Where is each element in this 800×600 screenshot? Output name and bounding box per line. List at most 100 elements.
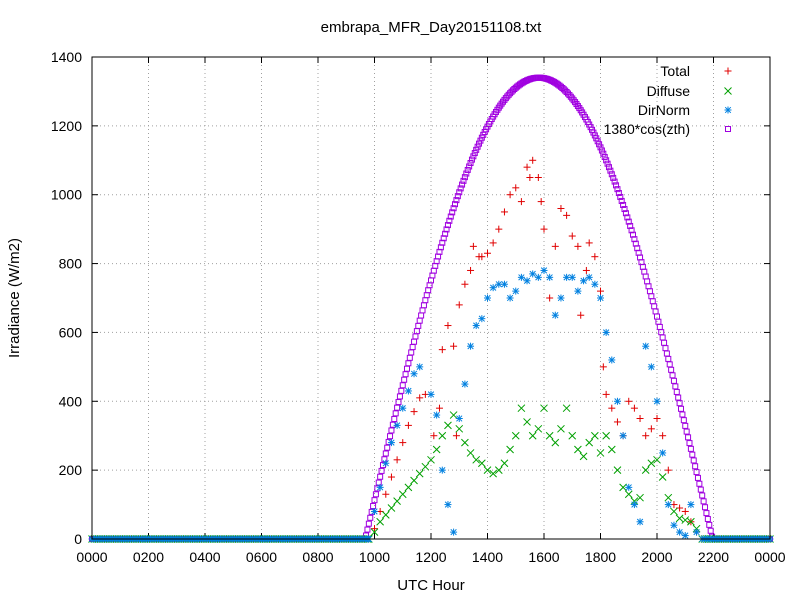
- plus-point: [506, 191, 514, 199]
- star-point: [455, 415, 463, 422]
- star-point: [619, 432, 627, 440]
- cross-point: [404, 483, 413, 492]
- model-point: [375, 479, 382, 486]
- model-point: [395, 399, 402, 406]
- star-point: [551, 311, 559, 319]
- model-point: [389, 421, 396, 428]
- model-point: [604, 160, 611, 167]
- model-point: [392, 410, 399, 417]
- cross-point: [427, 455, 435, 464]
- model-point: [625, 218, 632, 225]
- model-point: [662, 345, 669, 352]
- star-point: [687, 501, 695, 509]
- model-point: [706, 521, 713, 528]
- model-point: [608, 171, 615, 178]
- plus-point: [602, 390, 610, 398]
- model-point: [377, 473, 384, 480]
- y-tick-label: 1200: [51, 118, 82, 134]
- cross-point: [370, 528, 379, 536]
- model-point: [669, 372, 676, 379]
- plus-point: [444, 322, 452, 330]
- star-point: [653, 397, 661, 405]
- model-point: [641, 268, 648, 275]
- model-point: [617, 193, 624, 200]
- star-point: [608, 356, 616, 364]
- model-point: [628, 227, 635, 234]
- cross-point: [557, 424, 565, 433]
- plus-point: [608, 404, 616, 412]
- model-point: [411, 338, 418, 345]
- plus-point: [568, 232, 576, 240]
- star-point: [444, 501, 452, 509]
- plus-point: [495, 225, 503, 233]
- model-point: [456, 189, 463, 196]
- model-point: [415, 322, 422, 329]
- star-point: [664, 501, 672, 509]
- model-point: [594, 138, 601, 145]
- model-point: [686, 440, 693, 447]
- plus-point: [653, 415, 661, 422]
- plus-point: [455, 301, 463, 309]
- cross-point: [579, 452, 588, 461]
- plus-point: [585, 239, 593, 247]
- model-point: [450, 205, 457, 212]
- plus-point: [416, 394, 424, 402]
- star-point: [382, 459, 390, 467]
- y-tick-label: 1000: [51, 187, 82, 203]
- cross-point: [523, 418, 531, 426]
- star-point: [433, 411, 441, 419]
- legend-label: Diffuse: [647, 83, 691, 99]
- cross-point: [664, 493, 673, 502]
- model-point: [461, 174, 468, 181]
- model-point: [615, 190, 622, 197]
- model-point: [676, 400, 683, 407]
- model-point: [678, 405, 685, 412]
- x-tick-label: 0000: [754, 549, 785, 565]
- model-point: [620, 201, 627, 208]
- star-point: [461, 380, 469, 388]
- y-tick-label: 800: [59, 256, 83, 272]
- cross-point: [489, 469, 498, 478]
- star-point: [484, 294, 491, 302]
- model-point: [702, 504, 709, 511]
- x-tick-label: 0400: [189, 549, 220, 565]
- cross-point: [568, 431, 577, 440]
- plus-point: [647, 425, 655, 433]
- x-tick-label: 1400: [472, 549, 503, 565]
- star-point: [438, 466, 446, 474]
- model-point: [463, 170, 470, 177]
- model-point: [689, 451, 696, 458]
- legend-label: 1380*cos(zth): [604, 121, 690, 137]
- cross-point: [494, 466, 503, 474]
- star-point: [670, 521, 678, 529]
- x-tick-label: 1600: [528, 549, 559, 565]
- model-point: [444, 222, 451, 229]
- model-point: [370, 503, 377, 510]
- model-point: [597, 144, 604, 151]
- y-tick-label: 200: [59, 462, 83, 478]
- model-point: [384, 444, 391, 451]
- star-point: [591, 280, 599, 288]
- cross-point: [421, 462, 430, 471]
- legend-label: DirNorm: [638, 102, 690, 118]
- model-point: [649, 298, 656, 305]
- model-point: [673, 388, 680, 395]
- model-point: [388, 427, 395, 434]
- cross-point: [619, 483, 627, 492]
- model-point: [707, 527, 714, 534]
- model-point: [598, 147, 605, 154]
- star-point: [500, 280, 508, 288]
- cross-point: [387, 504, 396, 512]
- cross-point: [444, 421, 452, 430]
- model-point: [457, 185, 464, 192]
- model-point: [476, 140, 483, 147]
- model-point: [666, 361, 673, 368]
- model-point: [365, 520, 372, 527]
- model-point: [447, 213, 454, 220]
- cross-point: [461, 438, 469, 447]
- cross-point: [528, 431, 537, 440]
- cross-point: [438, 431, 447, 440]
- model-point: [692, 463, 699, 470]
- plus-point: [523, 163, 531, 171]
- model-point: [468, 156, 475, 163]
